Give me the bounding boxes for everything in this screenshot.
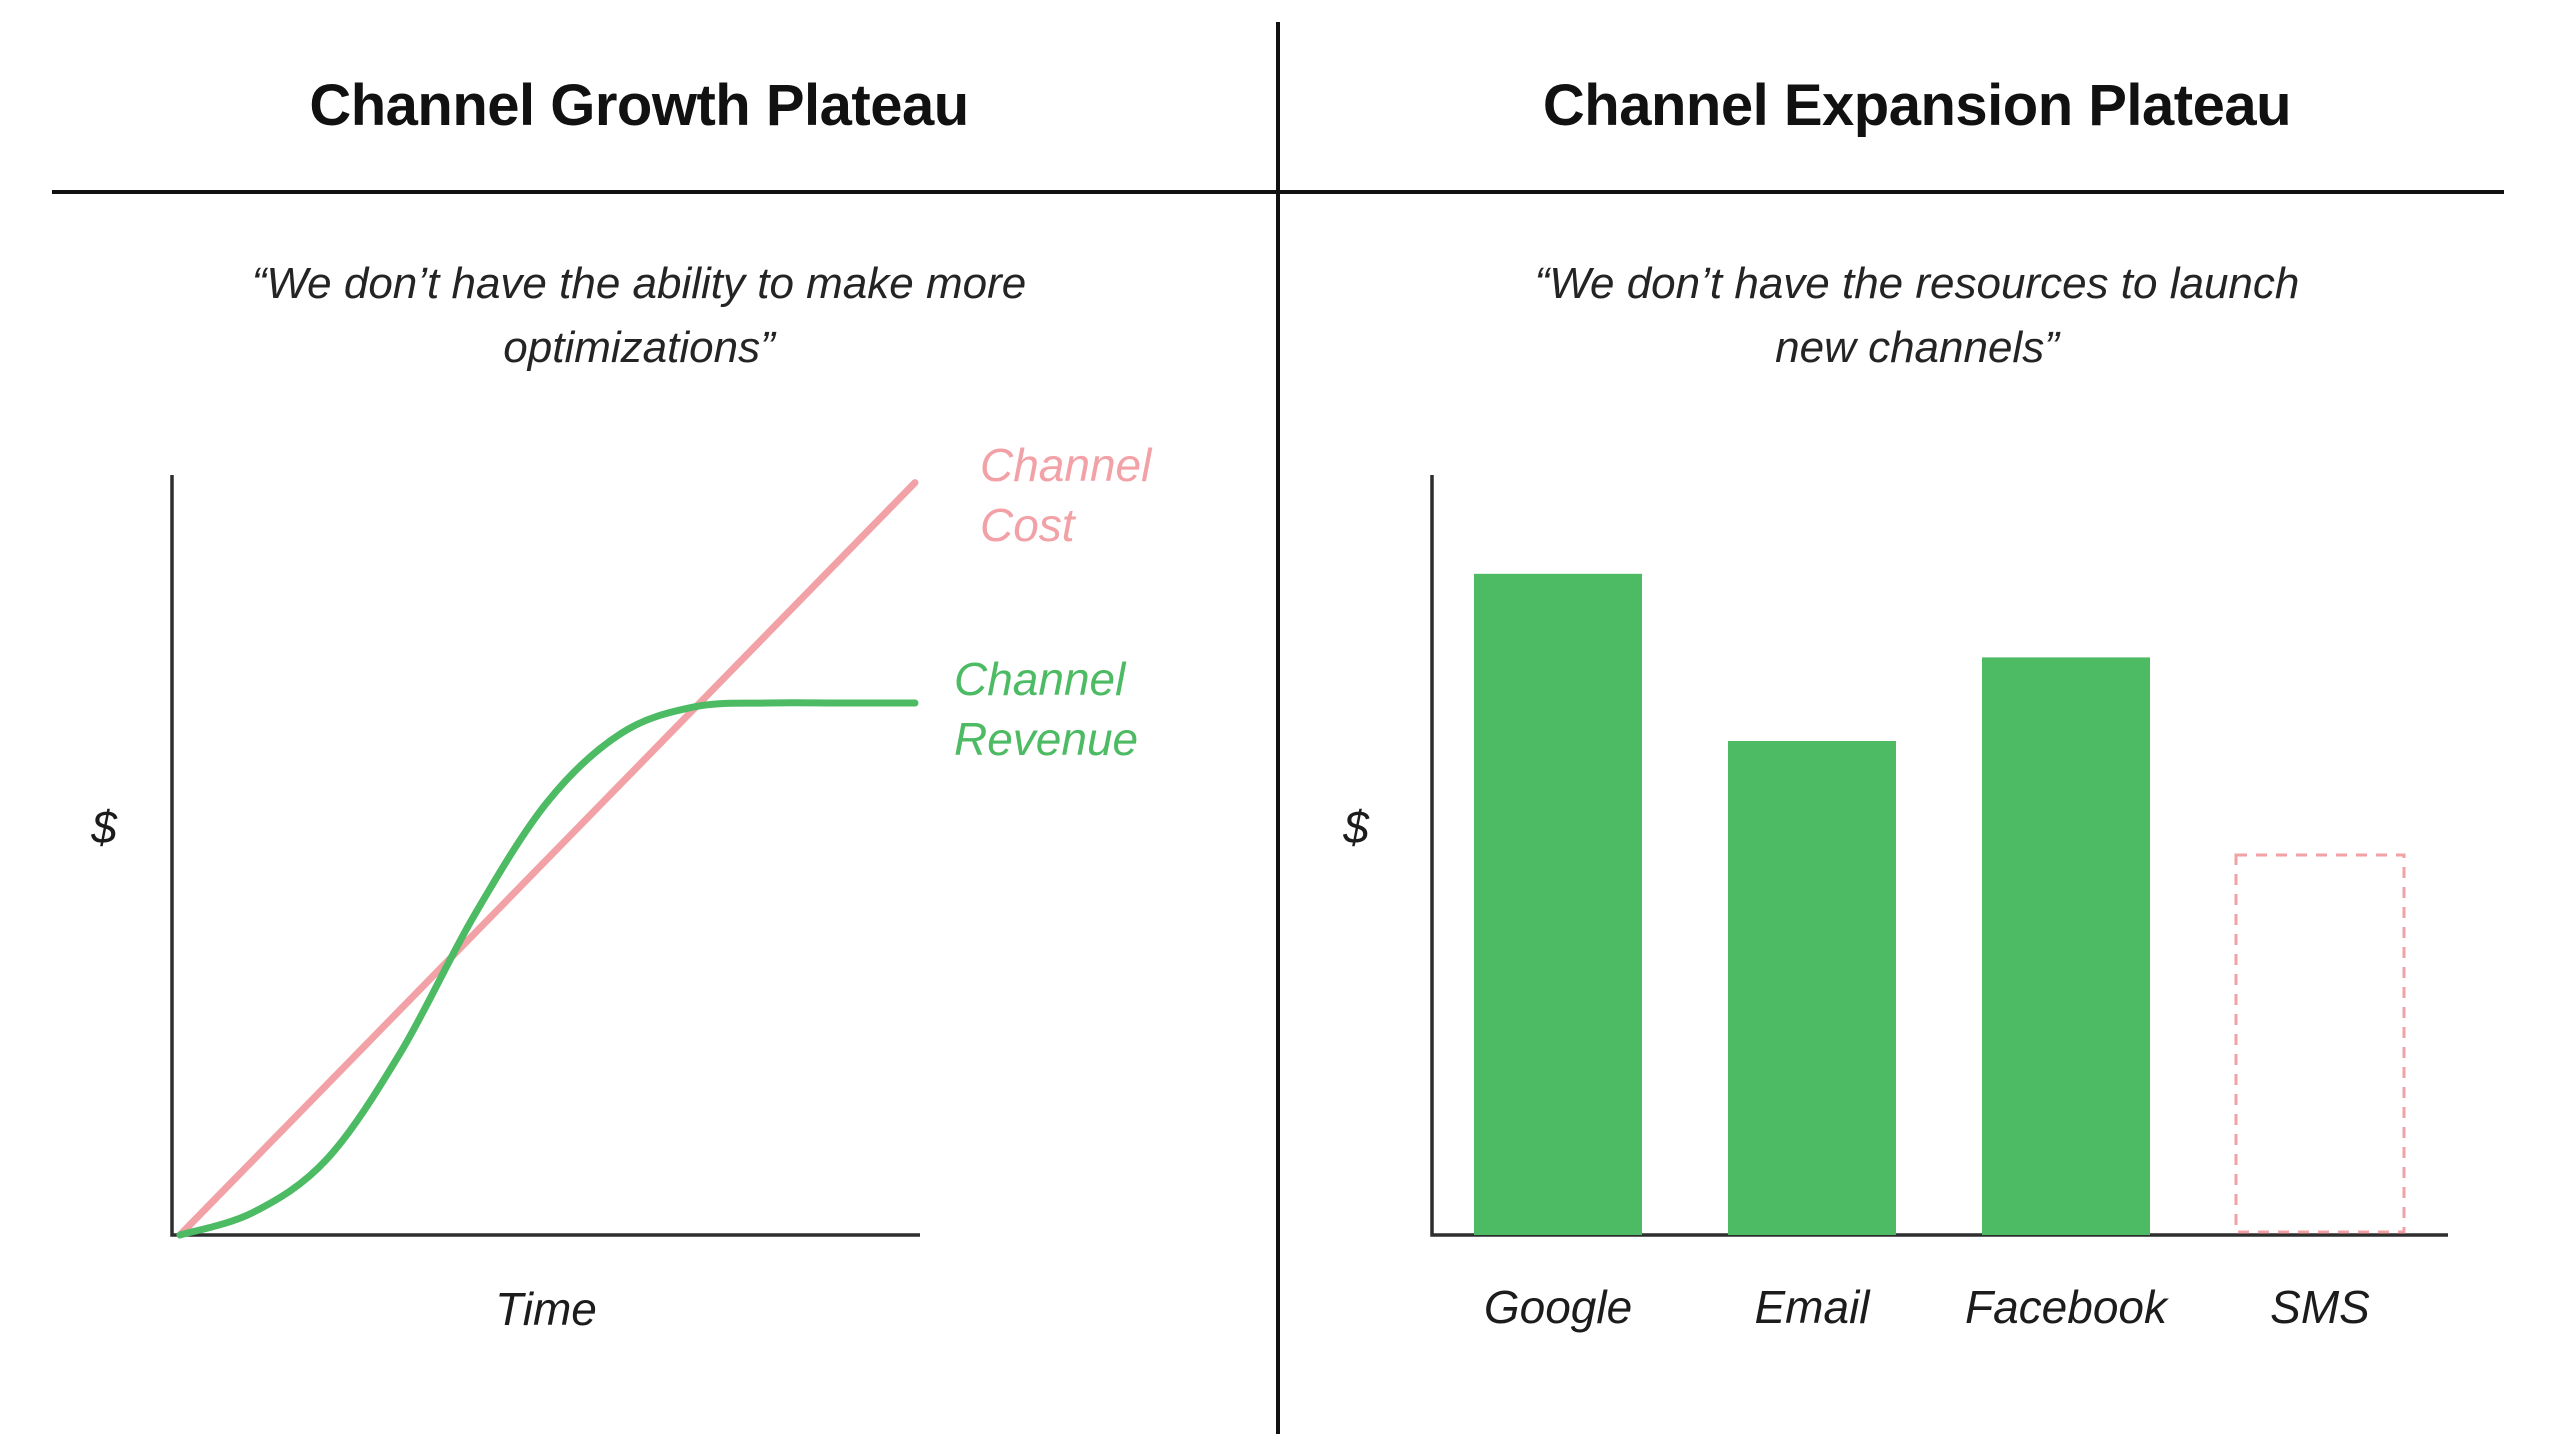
right-chart-axes — [1430, 475, 2448, 1237]
category-label-sms: SMS — [2270, 1281, 2370, 1333]
category-label-google: Google — [1483, 1281, 1633, 1333]
right-y-axis-label: $ — [1343, 801, 1369, 853]
channel-cost-series-label: Channel Cost — [980, 439, 1152, 551]
channel-cost-line — [176, 479, 919, 1239]
right-panel-title: Channel Expansion Plateau — [1542, 73, 2292, 138]
left-y-axis-label: $ — [91, 801, 117, 853]
left-x-axis-label: Time — [495, 1283, 597, 1335]
left-title-underline — [52, 190, 1278, 194]
channel-revenue-line — [176, 699, 919, 1239]
panel-divider — [1276, 22, 1280, 1434]
left-panel-title: Channel Growth Plateau — [309, 73, 969, 138]
left-panel-quote: “We don’t have the ability to make more … — [251, 259, 1027, 372]
left-chart-axes — [170, 475, 920, 1237]
facebook-bar — [1982, 657, 2150, 1235]
category-label-facebook: Facebook — [1964, 1281, 2167, 1333]
google-bar — [1474, 573, 1642, 1235]
right-panel-quote: “We don’t have the resources to launch n… — [1534, 259, 2300, 372]
channel-revenue-series-label: Channel Revenue — [954, 653, 1139, 765]
sms-bar — [2234, 853, 2406, 1234]
email-bar — [1728, 741, 1896, 1235]
right-title-underline — [1278, 190, 2504, 194]
category-label-email: Email — [1754, 1281, 1870, 1333]
